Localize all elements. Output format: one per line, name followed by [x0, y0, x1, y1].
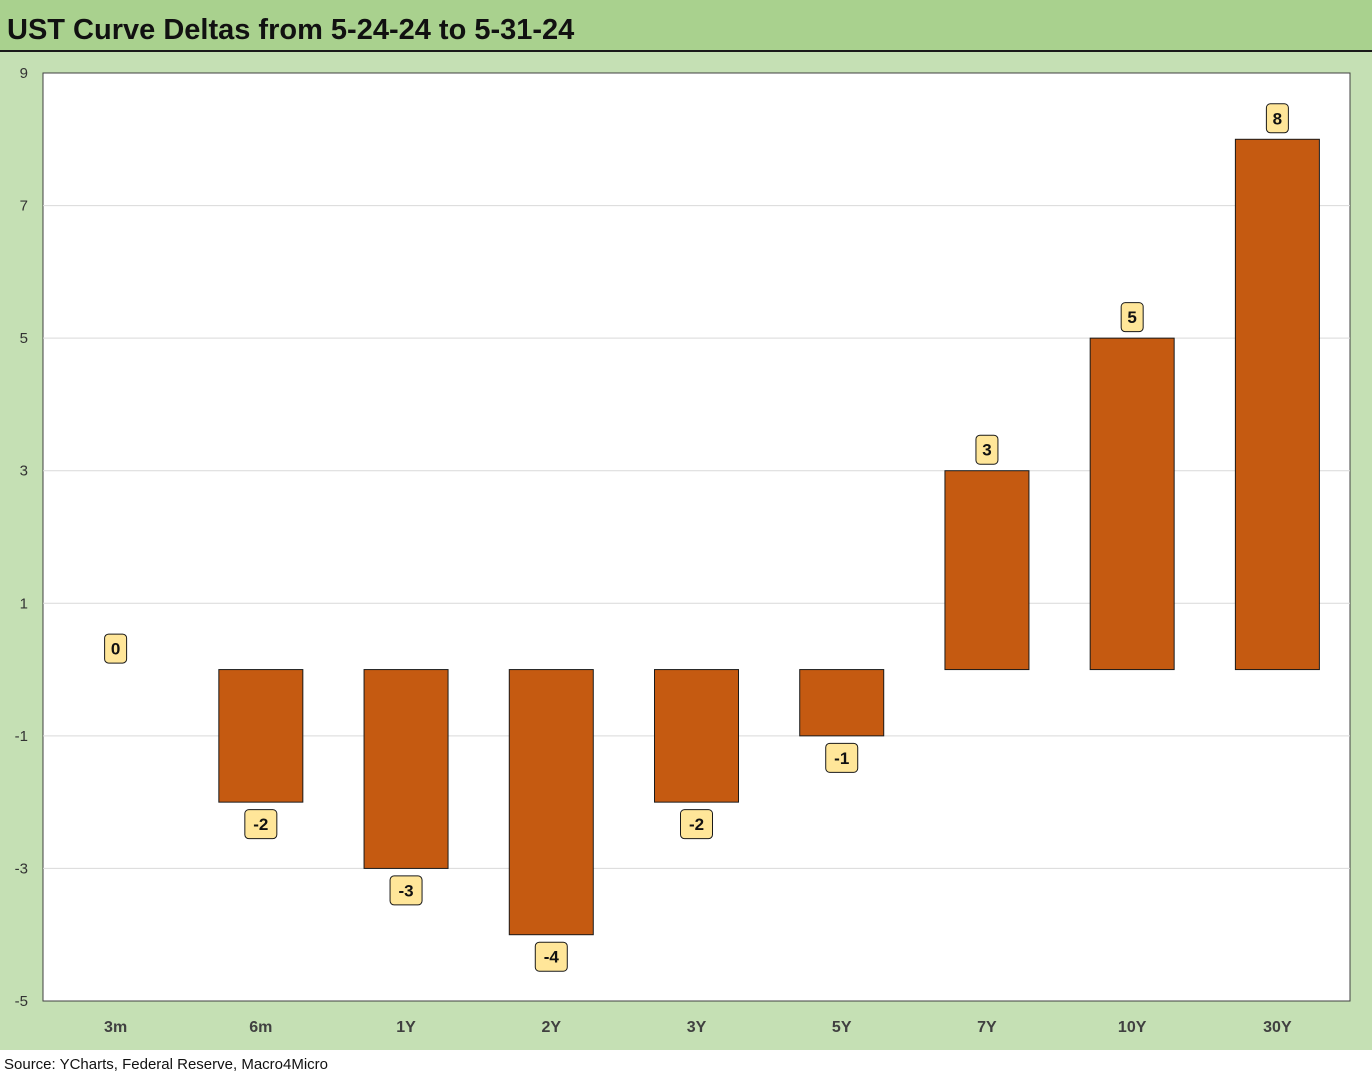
- y-tick-label: -5: [15, 993, 28, 1010]
- bar: [1234, 138, 1320, 671]
- y-tick-label: 3: [20, 463, 28, 480]
- data-label: -2: [689, 815, 704, 834]
- data-label: 3: [982, 441, 991, 460]
- bar: [654, 669, 739, 803]
- data-label-box: [104, 633, 128, 664]
- bars: [218, 138, 1320, 936]
- x-tick-label: 3m: [104, 1019, 127, 1036]
- bar-chart: 0 -2 -3 -4 -2 -1 3 5 8 9 7 5 3 1 -1 -3 -5 3m 6m 1Y 2Y 3Y 5Y 7…: [15, 65, 1351, 1036]
- data-label-box: [389, 875, 423, 906]
- x-tick-label: 10Y: [1118, 1019, 1147, 1036]
- source-note: Source: YCharts, Federal Reserve, Macro4…: [4, 1056, 329, 1073]
- bar: [1089, 337, 1175, 671]
- y-axis-ticks: 9 7 5 3 1 -1 -3 -5: [15, 65, 28, 1010]
- bar: [363, 669, 449, 869]
- data-label: -3: [398, 881, 413, 900]
- bar: [799, 669, 885, 737]
- y-tick-label: 1: [20, 595, 28, 612]
- y-tick-label: 7: [20, 198, 28, 215]
- data-label: 5: [1127, 308, 1136, 327]
- x-axis-ticks: 3m 6m 1Y 2Y 3Y 5Y 7Y 10Y 30Y: [104, 1019, 1292, 1036]
- data-label: 8: [1273, 109, 1282, 128]
- y-tick-label: 5: [20, 330, 28, 347]
- data-label-box: [825, 742, 859, 773]
- data-label-box: [534, 941, 568, 972]
- x-tick-label: 2Y: [541, 1019, 561, 1036]
- data-label-box: [680, 809, 713, 840]
- data-label-box: [244, 809, 278, 840]
- y-tick-label: 9: [20, 65, 28, 82]
- chart-title: UST Curve Deltas from 5-24-24 to 5-31-24: [7, 14, 575, 46]
- data-label: -4: [544, 948, 560, 967]
- x-tick-label: 7Y: [977, 1019, 997, 1036]
- x-tick-label: 3Y: [687, 1019, 707, 1036]
- bar: [218, 669, 304, 803]
- x-tick-label: 6m: [249, 1019, 272, 1036]
- y-tick-label: -1: [15, 728, 28, 745]
- title-bar: UST Curve Deltas from 5-24-24 to 5-31-24: [0, 0, 1372, 52]
- x-tick-label: 1Y: [396, 1019, 416, 1036]
- data-label: -2: [253, 815, 268, 834]
- data-labels: 0 -2 -3 -4 -2 -1 3 5 8: [104, 103, 1289, 972]
- data-label-box: [975, 434, 999, 465]
- data-label: -1: [834, 749, 849, 768]
- x-tick-label: 5Y: [832, 1019, 852, 1036]
- data-label-box: [1120, 302, 1144, 333]
- bar: [944, 470, 1030, 671]
- x-tick-label: 30Y: [1263, 1019, 1292, 1036]
- bar: [508, 669, 594, 936]
- data-label: 0: [111, 640, 120, 659]
- y-tick-label: -3: [15, 860, 28, 877]
- data-label-box: [1265, 103, 1289, 134]
